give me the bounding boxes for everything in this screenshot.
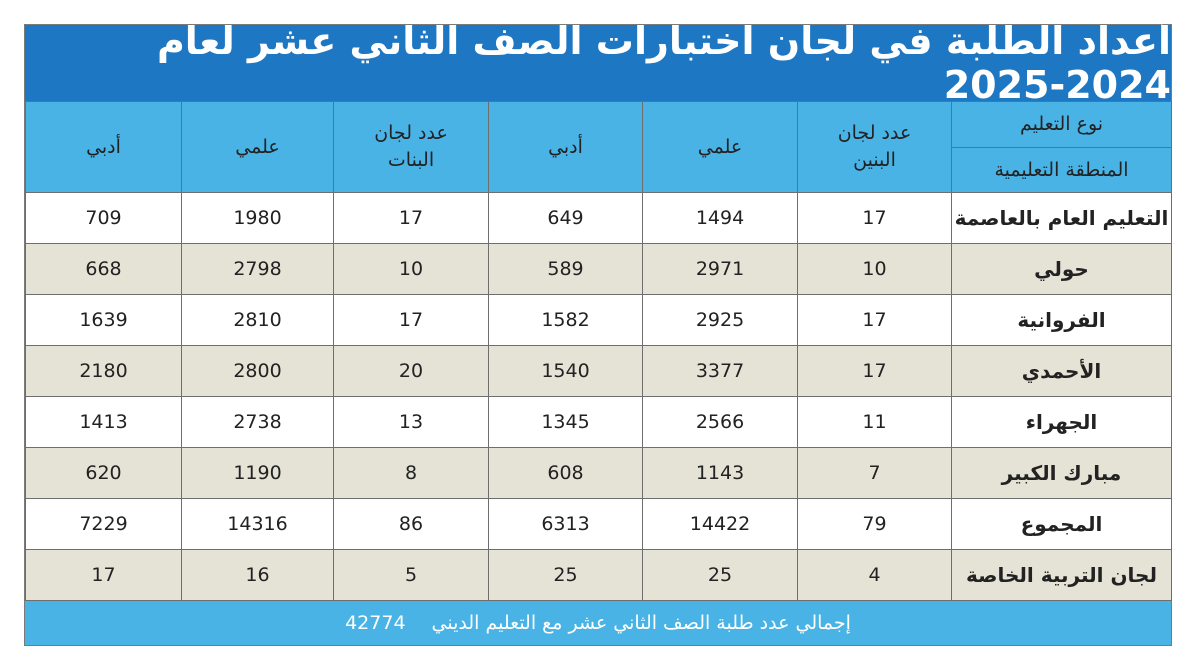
cell-region: المجموع <box>951 498 1172 550</box>
cell-boys-committees: 17 <box>797 192 952 244</box>
cell-girls-committees: 20 <box>333 345 489 397</box>
cell-boys-committees: 17 <box>797 294 952 346</box>
cell-girls-literary: 1413 <box>25 396 182 448</box>
table-frame: أعداد الطلبة في لجان اختبارات الصف الثان… <box>24 19 1172 646</box>
header-girls-science: علمي <box>181 101 334 193</box>
cell-girls-science: 1980 <box>181 192 334 244</box>
cell-boys-committees: 7 <box>797 447 952 499</box>
cell-girls-literary: 709 <box>25 192 182 244</box>
header-girls-committees: عدد لجان البنات <box>333 101 489 193</box>
table-row: 1413 2738 13 1345 2566 11 الجهراء <box>25 396 1172 448</box>
table-row: 620 1190 8 608 1143 7 مبارك الكبير <box>25 447 1172 499</box>
cell-girls-science: 2798 <box>181 243 334 295</box>
cell-girls-science: 1190 <box>181 447 334 499</box>
cell-region: الأحمدي <box>951 345 1172 397</box>
header-row: أدبي علمي عدد لجان البنات أدبي علمي عدد … <box>25 101 1172 193</box>
cell-girls-literary: 2180 <box>25 345 182 397</box>
cell-boys-science: 2925 <box>642 294 798 346</box>
cell-girls-committees: 17 <box>333 192 489 244</box>
cell-girls-committees: 13 <box>333 396 489 448</box>
cell-boys-science: 1143 <box>642 447 798 499</box>
footer-label: إجمالي عدد طلبة الصف الثاني عشر مع التعل… <box>431 612 851 634</box>
cell-region: مبارك الكبير <box>951 447 1172 499</box>
cell-boys-literary: 1582 <box>488 294 643 346</box>
cell-girls-science: 16 <box>181 549 334 601</box>
footer-total: إجمالي عدد طلبة الصف الثاني عشر مع التعل… <box>25 601 1171 645</box>
cell-boys-science: 14422 <box>642 498 798 550</box>
cell-boys-literary: 1540 <box>488 345 643 397</box>
header-type-region: نوع التعليم المنطقة التعليمية <box>951 101 1172 193</box>
table-row: 17 16 5 25 25 4 لجان التربية الخاصة <box>25 549 1172 601</box>
header-boys-science: علمي <box>642 101 798 193</box>
cell-boys-committees: 79 <box>797 498 952 550</box>
cell-boys-science: 1494 <box>642 192 798 244</box>
table-row: 668 2798 10 589 2971 10 حولي <box>25 243 1172 295</box>
cell-girls-science: 2810 <box>181 294 334 346</box>
cell-region: التعليم العام بالعاصمة <box>951 192 1172 244</box>
cell-girls-literary: 17 <box>25 549 182 601</box>
header-education-type: نوع التعليم <box>952 102 1171 148</box>
cell-boys-literary: 608 <box>488 447 643 499</box>
table-row: 7229 14316 86 6313 14422 79 المجموع <box>25 498 1172 550</box>
cell-girls-literary: 1639 <box>25 294 182 346</box>
cell-boys-science: 3377 <box>642 345 798 397</box>
cell-boys-literary: 649 <box>488 192 643 244</box>
cell-boys-committees: 11 <box>797 396 952 448</box>
footer-total-value: 42774 <box>345 612 406 634</box>
cell-boys-committees: 10 <box>797 243 952 295</box>
cell-girls-committees: 8 <box>333 447 489 499</box>
cell-boys-literary: 6313 <box>488 498 643 550</box>
cell-girls-literary: 620 <box>25 447 182 499</box>
cell-region: لجان التربية الخاصة <box>951 549 1172 601</box>
cell-boys-science: 2971 <box>642 243 798 295</box>
header-girls-literary: أدبي <box>25 101 182 193</box>
cell-girls-science: 2738 <box>181 396 334 448</box>
cell-girls-literary: 7229 <box>25 498 182 550</box>
cell-boys-committees: 4 <box>797 549 952 601</box>
table-row: 709 1980 17 649 1494 17 التعليم العام بالعاصمة <box>25 192 1172 244</box>
cell-region: حولي <box>951 243 1172 295</box>
cell-boys-literary: 1345 <box>488 396 643 448</box>
header-boys-committees: عدد لجان البنين <box>797 101 952 193</box>
page-title: أعداد الطلبة في لجان اختبارات الصف الثان… <box>25 19 1171 107</box>
students-table: أدبي علمي عدد لجان البنات أدبي علمي عدد … <box>25 101 1172 601</box>
header-boys-literary: أدبي <box>488 101 643 193</box>
cell-region: الفروانية <box>951 294 1172 346</box>
cell-boys-science: 25 <box>642 549 798 601</box>
table-row: 1639 2810 17 1582 2925 17 الفروانية <box>25 294 1172 346</box>
cell-girls-committees: 86 <box>333 498 489 550</box>
cell-girls-science: 2800 <box>181 345 334 397</box>
cell-girls-science: 14316 <box>181 498 334 550</box>
table-row: 2180 2800 20 1540 3377 17 الأحمدي <box>25 345 1172 397</box>
cell-boys-science: 2566 <box>642 396 798 448</box>
cell-girls-committees: 10 <box>333 243 489 295</box>
cell-boys-literary: 589 <box>488 243 643 295</box>
cell-region: الجهراء <box>951 396 1172 448</box>
cell-girls-committees: 17 <box>333 294 489 346</box>
cell-girls-committees: 5 <box>333 549 489 601</box>
header-region: المنطقة التعليمية <box>994 158 1129 181</box>
cell-boys-literary: 25 <box>488 549 643 601</box>
cell-boys-committees: 17 <box>797 345 952 397</box>
cell-girls-literary: 668 <box>25 243 182 295</box>
